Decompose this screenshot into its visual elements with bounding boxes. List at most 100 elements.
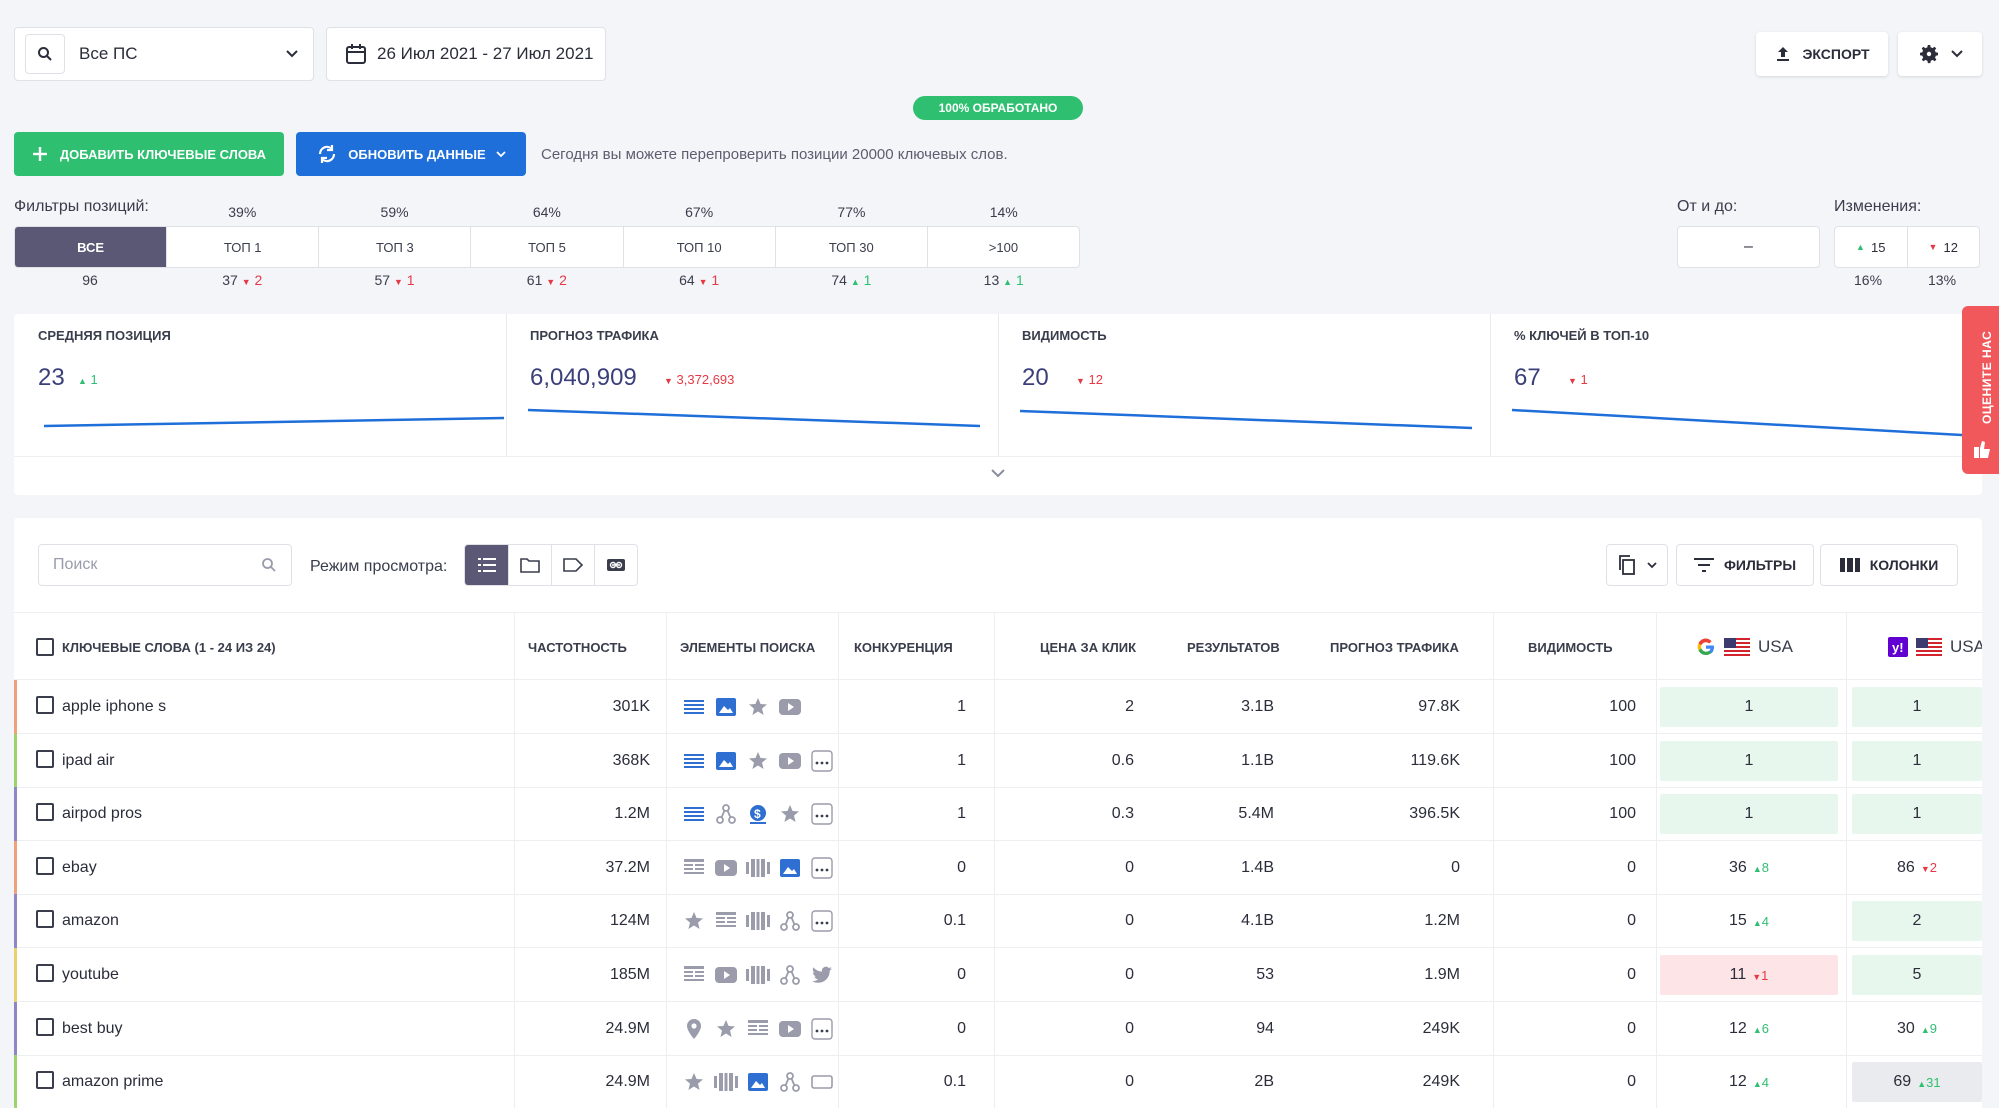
- copy-icon: [1619, 555, 1635, 575]
- position-filter-tabs: ВСЕ ТОП 1 ТОП 3 ТОП 5 ТОП 10 ТОП 30 >100: [14, 226, 1080, 268]
- table-row[interactable]: airpod pros 1.2M $1 0.3 5.4M 396.5K 100 1 1: [14, 787, 1982, 842]
- google-position[interactable]: 11 ▼1: [1660, 955, 1838, 995]
- news-icon: [714, 909, 738, 933]
- view-list-button[interactable]: [465, 545, 508, 585]
- changes-down-button[interactable]: ▼ 12: [1906, 227, 1980, 267]
- columns-button[interactable]: КОЛОНКИ: [1820, 544, 1958, 586]
- header-visibility[interactable]: ВИДИМОСТЬ: [1528, 639, 1613, 655]
- row-color-marker: [14, 1001, 17, 1056]
- delta-up-icon: ▲: [850, 277, 860, 287]
- yahoo-position[interactable]: 2: [1852, 901, 1982, 942]
- row-checkbox[interactable]: [36, 964, 54, 982]
- yahoo-position[interactable]: 1: [1852, 740, 1982, 781]
- google-position[interactable]: 36 ▲8: [1729, 858, 1769, 876]
- range-input[interactable]: –: [1677, 226, 1820, 268]
- filter-tab[interactable]: ТОП 5: [470, 227, 622, 267]
- copy-button[interactable]: [1606, 544, 1668, 586]
- yahoo-position[interactable]: 5: [1852, 955, 1982, 995]
- header-traffic-forecast[interactable]: ПРОГНОЗ ТРАФИКА: [1330, 639, 1459, 655]
- row-checkbox[interactable]: [36, 749, 54, 768]
- visibility-cell: 100: [1609, 805, 1636, 823]
- rate-us-tab[interactable]: ОЦЕНИТЕ НАС: [1962, 306, 1999, 474]
- table-row[interactable]: best buy 24.9M 0 0 94 249K 0 12 ▲6 30 ▲9: [14, 1001, 1982, 1056]
- search-engine-select[interactable]: Все ПС: [14, 27, 314, 81]
- update-data-button[interactable]: ОБНОВИТЬ ДАННЫЕ: [296, 132, 526, 176]
- table-row[interactable]: apple iphone s 301K 1 2 3.1B 97.8K 100 1 1: [14, 680, 1982, 734]
- filters-button[interactable]: ФИЛЬТРЫ: [1676, 544, 1814, 586]
- view-link-button[interactable]: [594, 545, 637, 585]
- google-position[interactable]: 15 ▲4: [1729, 912, 1769, 930]
- filter-tab[interactable]: ТОП 30: [774, 227, 927, 267]
- yahoo-position[interactable]: 86 ▼2: [1897, 858, 1937, 876]
- changes-up-button[interactable]: ▲ 15: [1835, 227, 1907, 267]
- view-tag-button[interactable]: [551, 545, 594, 585]
- keyword-cell[interactable]: ipad air: [62, 751, 115, 769]
- delta-up-icon: ▲: [1752, 1078, 1762, 1089]
- more-icon[interactable]: [810, 856, 834, 880]
- yahoo-position[interactable]: 1: [1852, 794, 1982, 835]
- filter-tab[interactable]: ТОП 3: [318, 227, 470, 267]
- header-frequency[interactable]: ЧАСТОТНОСТЬ: [528, 639, 627, 655]
- table-row[interactable]: amazon 124M 0.1 0 4.1B 1.2M 0 15 ▲4 2: [14, 894, 1982, 949]
- table-row[interactable]: ipad air 368K 1 0.6 1.1B 119.6K 100 1 1: [14, 733, 1982, 788]
- row-checkbox[interactable]: [36, 803, 54, 822]
- search-input[interactable]: [53, 556, 261, 574]
- stat-title: ПРОГНОЗ ТРАФИКА: [530, 328, 659, 343]
- table-row[interactable]: amazon prime 24.9M 0.1 0 2B 249K 0 12 ▲4 69 ▲31: [14, 1055, 1982, 1108]
- header-keywords[interactable]: КЛЮЧЕВЫЕ СЛОВА (1 - 24 ИЗ 24): [62, 639, 276, 655]
- header-yahoo-usa[interactable]: y! USA: [1888, 613, 1982, 681]
- more-icon[interactable]: [810, 802, 834, 826]
- more-icon[interactable]: [810, 909, 834, 933]
- google-position[interactable]: 1: [1660, 794, 1838, 835]
- yahoo-position[interactable]: 30 ▲9: [1897, 1019, 1937, 1037]
- export-button[interactable]: ЭКСПОРТ: [1756, 32, 1888, 76]
- keyword-cell[interactable]: ebay: [62, 858, 97, 876]
- stat-value: 67: [1514, 364, 1541, 391]
- row-checkbox[interactable]: [36, 856, 54, 875]
- yahoo-position[interactable]: 1: [1852, 687, 1982, 727]
- us-flag-icon: [1916, 638, 1942, 656]
- google-position[interactable]: 1: [1660, 740, 1838, 781]
- google-position[interactable]: 12 ▲6: [1729, 1019, 1769, 1037]
- keyword-cell[interactable]: apple iphone s: [62, 698, 167, 715]
- keyword-cell[interactable]: amazon: [62, 912, 119, 930]
- add-keywords-button[interactable]: ДОБАВИТЬ КЛЮЧЕВЫЕ СЛОВА: [14, 132, 284, 176]
- expand-stats-chevron-icon[interactable]: [989, 467, 1007, 479]
- more-icon[interactable]: [810, 1017, 834, 1041]
- row-checkbox[interactable]: [36, 1017, 54, 1036]
- header-serp-features[interactable]: ЭЛЕМЕНТЫ ПОИСКА: [680, 639, 816, 655]
- date-range-picker[interactable]: 26 Июл 2021 - 27 Июл 2021: [326, 27, 606, 81]
- header-results[interactable]: РЕЗУЛЬТАТОВ: [1187, 639, 1280, 655]
- delta-down-icon: ▼: [241, 277, 251, 287]
- keyword-cell[interactable]: amazon prime: [62, 1073, 164, 1091]
- stat-title: ВИДИМОСТЬ: [1022, 328, 1107, 343]
- processing-status-badge: 100% ОБРАБОТАНО: [913, 96, 1083, 120]
- filter-tab[interactable]: >100: [926, 227, 1079, 267]
- header-cpc[interactable]: ЦЕНА ЗА КЛИК: [1040, 639, 1137, 655]
- keyword-cell[interactable]: youtube: [62, 966, 119, 983]
- google-region: USA: [1758, 637, 1793, 656]
- yahoo-position[interactable]: 69 ▲31: [1852, 1062, 1982, 1103]
- more-icon[interactable]: [810, 749, 834, 773]
- row-checkbox[interactable]: [36, 910, 54, 929]
- row-checkbox[interactable]: [36, 696, 54, 714]
- table-row[interactable]: youtube 185M 0 0 53 1.9M 0 11 ▼1 5: [14, 948, 1982, 1002]
- google-position[interactable]: 12 ▲4: [1729, 1073, 1769, 1091]
- settings-button[interactable]: [1898, 32, 1982, 76]
- visibility-cell: 0: [1627, 1073, 1636, 1091]
- table-row[interactable]: ebay 37.2M 0 0 1.4B 0 0 36 ▲8 86 ▼2: [14, 840, 1982, 895]
- google-position[interactable]: 1: [1660, 687, 1838, 727]
- header-google-usa[interactable]: USA: [1696, 613, 1793, 681]
- filter-tab[interactable]: ТОП 10: [622, 227, 775, 267]
- keyword-cell[interactable]: airpod pros: [62, 805, 143, 823]
- serp-features-cell: [682, 1055, 834, 1108]
- row-checkbox[interactable]: [36, 1071, 54, 1090]
- keyword-cell[interactable]: best buy: [62, 1019, 123, 1037]
- select-all-checkbox[interactable]: [36, 638, 54, 656]
- carousel-icon: [746, 909, 770, 933]
- delta-down-icon: ▼: [1752, 971, 1762, 982]
- filter-tab[interactable]: ТОП 1: [166, 227, 318, 267]
- filter-tab[interactable]: ВСЕ: [15, 227, 167, 267]
- view-folder-button[interactable]: [508, 545, 551, 585]
- header-competition[interactable]: КОНКУРЕНЦИЯ: [854, 639, 953, 655]
